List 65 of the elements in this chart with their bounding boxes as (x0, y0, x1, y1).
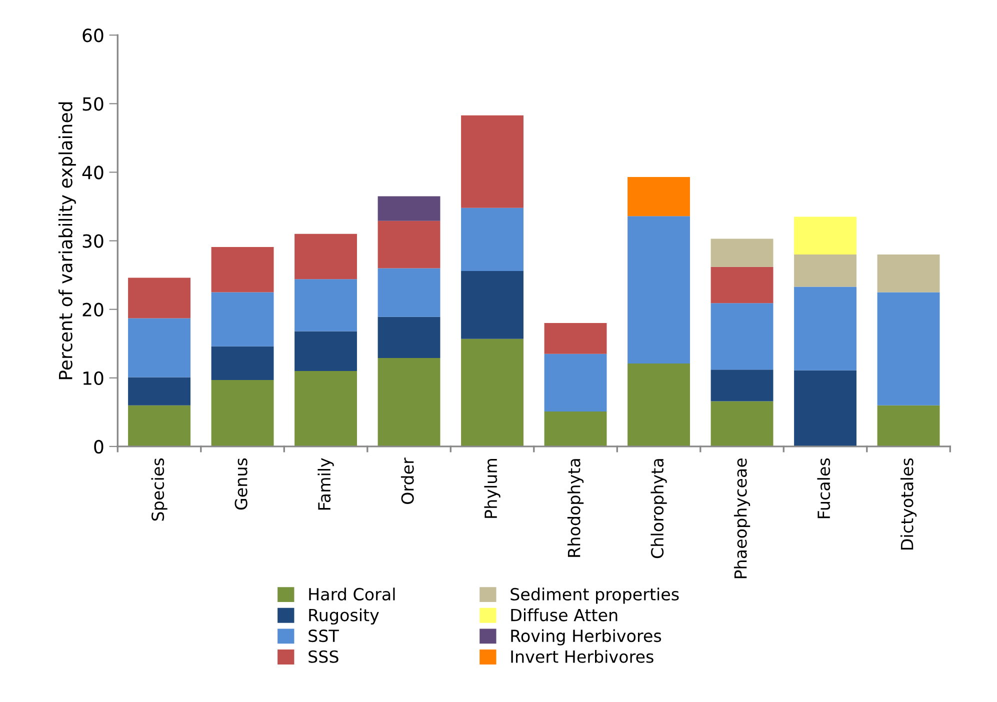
x-tick-label: Phylum (484, 458, 500, 518)
x-tick-label: Family (318, 458, 334, 510)
bar (628, 216, 690, 364)
bar (378, 220, 440, 268)
bar (294, 371, 357, 446)
bar (211, 292, 274, 346)
y-tick-label: 10 (83, 371, 104, 386)
legend-label: Sediment properties (510, 588, 679, 604)
x-tick-label: Genus (234, 458, 248, 510)
x-tick-label: Phaeophyceae (734, 458, 750, 578)
bar (294, 331, 357, 372)
bar (877, 254, 940, 292)
bar (294, 279, 357, 332)
x-tick-label: Species (151, 458, 168, 521)
bar (461, 338, 524, 446)
bar (128, 278, 190, 318)
bar (628, 364, 690, 446)
bar (378, 196, 440, 221)
bar (877, 405, 940, 446)
legend-label: Hard Coral (309, 588, 395, 601)
bar (294, 234, 357, 280)
bar (544, 354, 607, 412)
bar (544, 323, 607, 354)
bar (710, 238, 774, 267)
bar (461, 115, 524, 208)
y-axis-title: Percent of variability explained (58, 102, 76, 380)
bar (378, 316, 440, 358)
bar (461, 208, 524, 271)
bar (710, 401, 774, 446)
x-tick-label: Chlorophyta (650, 459, 667, 558)
bar (378, 268, 440, 317)
bar (128, 377, 190, 406)
bar (128, 405, 190, 446)
bar (710, 266, 774, 304)
y-tick-label: 20 (82, 302, 104, 316)
bar (628, 177, 690, 216)
bar (461, 270, 524, 339)
bar (128, 318, 190, 378)
bar (211, 246, 274, 292)
bar (794, 254, 856, 287)
y-tick-label: 0 (94, 440, 104, 454)
y-tick-label: 50 (82, 97, 104, 111)
legend-label: Roving Herbivores (511, 629, 662, 646)
legend-label: Rugosity (309, 608, 379, 625)
legend-label: SST (308, 630, 339, 642)
bar (710, 370, 774, 402)
legend-label: SSS (308, 650, 338, 663)
bar (211, 380, 274, 446)
y-tick-label: 60 (82, 28, 104, 42)
x-tick-label: Rhodophyta (567, 459, 584, 557)
y-tick-label: 30 (82, 234, 104, 248)
bar (211, 346, 274, 380)
bar (794, 370, 856, 446)
legend-label: Diffuse Atten (511, 608, 618, 622)
bar (544, 412, 607, 446)
bar (794, 286, 856, 370)
x-tick-label: Fucales (817, 458, 830, 518)
y-tick-label: 40 (82, 166, 104, 180)
bar (877, 292, 940, 406)
bar (794, 216, 856, 254)
x-tick-label: Order (400, 458, 414, 504)
x-tick-label: Dictyotales (900, 458, 917, 550)
bar (710, 303, 774, 370)
legend-label: Invert Herbivores (511, 650, 654, 663)
bar (378, 358, 440, 446)
